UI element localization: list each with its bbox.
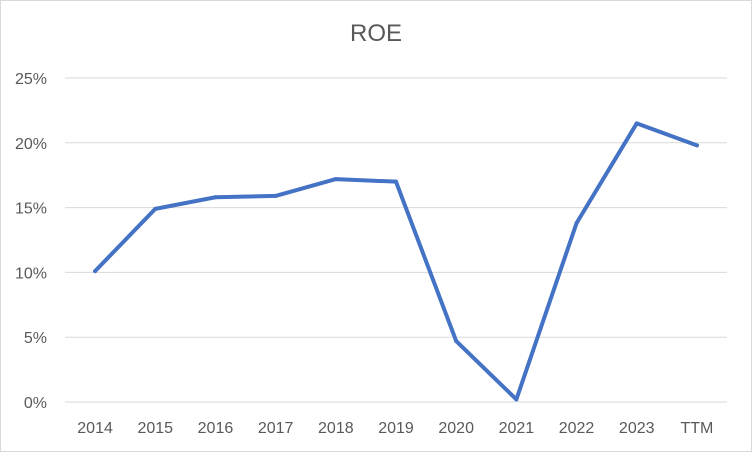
data-point	[634, 121, 639, 126]
y-tick-label: 10%	[15, 265, 47, 282]
gridlines	[65, 77, 727, 403]
x-tick-label: 2020	[438, 420, 474, 437]
x-axis: 2014 2015 2016 2017 2018 2019 2020 2021 2022 2023…	[77, 420, 713, 437]
x-tick-label: 2017	[258, 420, 294, 437]
y-axis: 0% 5% 10% 15% 20% 25%	[15, 71, 47, 412]
x-tick-label: 2015	[137, 420, 173, 437]
data-point	[93, 269, 98, 274]
y-tick-label: 20%	[15, 136, 47, 153]
x-tick-label: 2016	[198, 420, 234, 437]
series-line	[93, 121, 699, 402]
y-tick-label: 0%	[24, 395, 47, 412]
x-tick-label: 2014	[77, 420, 113, 437]
data-point	[333, 177, 338, 182]
y-tick-label: 25%	[15, 71, 47, 88]
data-point	[153, 206, 158, 211]
data-point	[273, 193, 278, 198]
data-point	[213, 195, 218, 200]
y-tick-label: 5%	[24, 330, 47, 347]
x-tick-label: 2021	[499, 420, 535, 437]
x-tick-label: 2022	[559, 420, 595, 437]
x-tick-label: 2018	[318, 420, 354, 437]
data-point	[694, 143, 699, 148]
data-point	[394, 179, 398, 184]
data-point	[574, 221, 579, 226]
data-point	[514, 397, 519, 402]
x-tick-label: 2023	[619, 420, 655, 437]
y-tick-label: 15%	[15, 201, 47, 218]
chart-title: ROE	[349, 20, 402, 47]
series-layer	[93, 121, 699, 402]
x-tick-label: TTM	[680, 420, 713, 437]
x-tick-label: 2019	[378, 420, 414, 437]
data-point	[454, 339, 459, 344]
